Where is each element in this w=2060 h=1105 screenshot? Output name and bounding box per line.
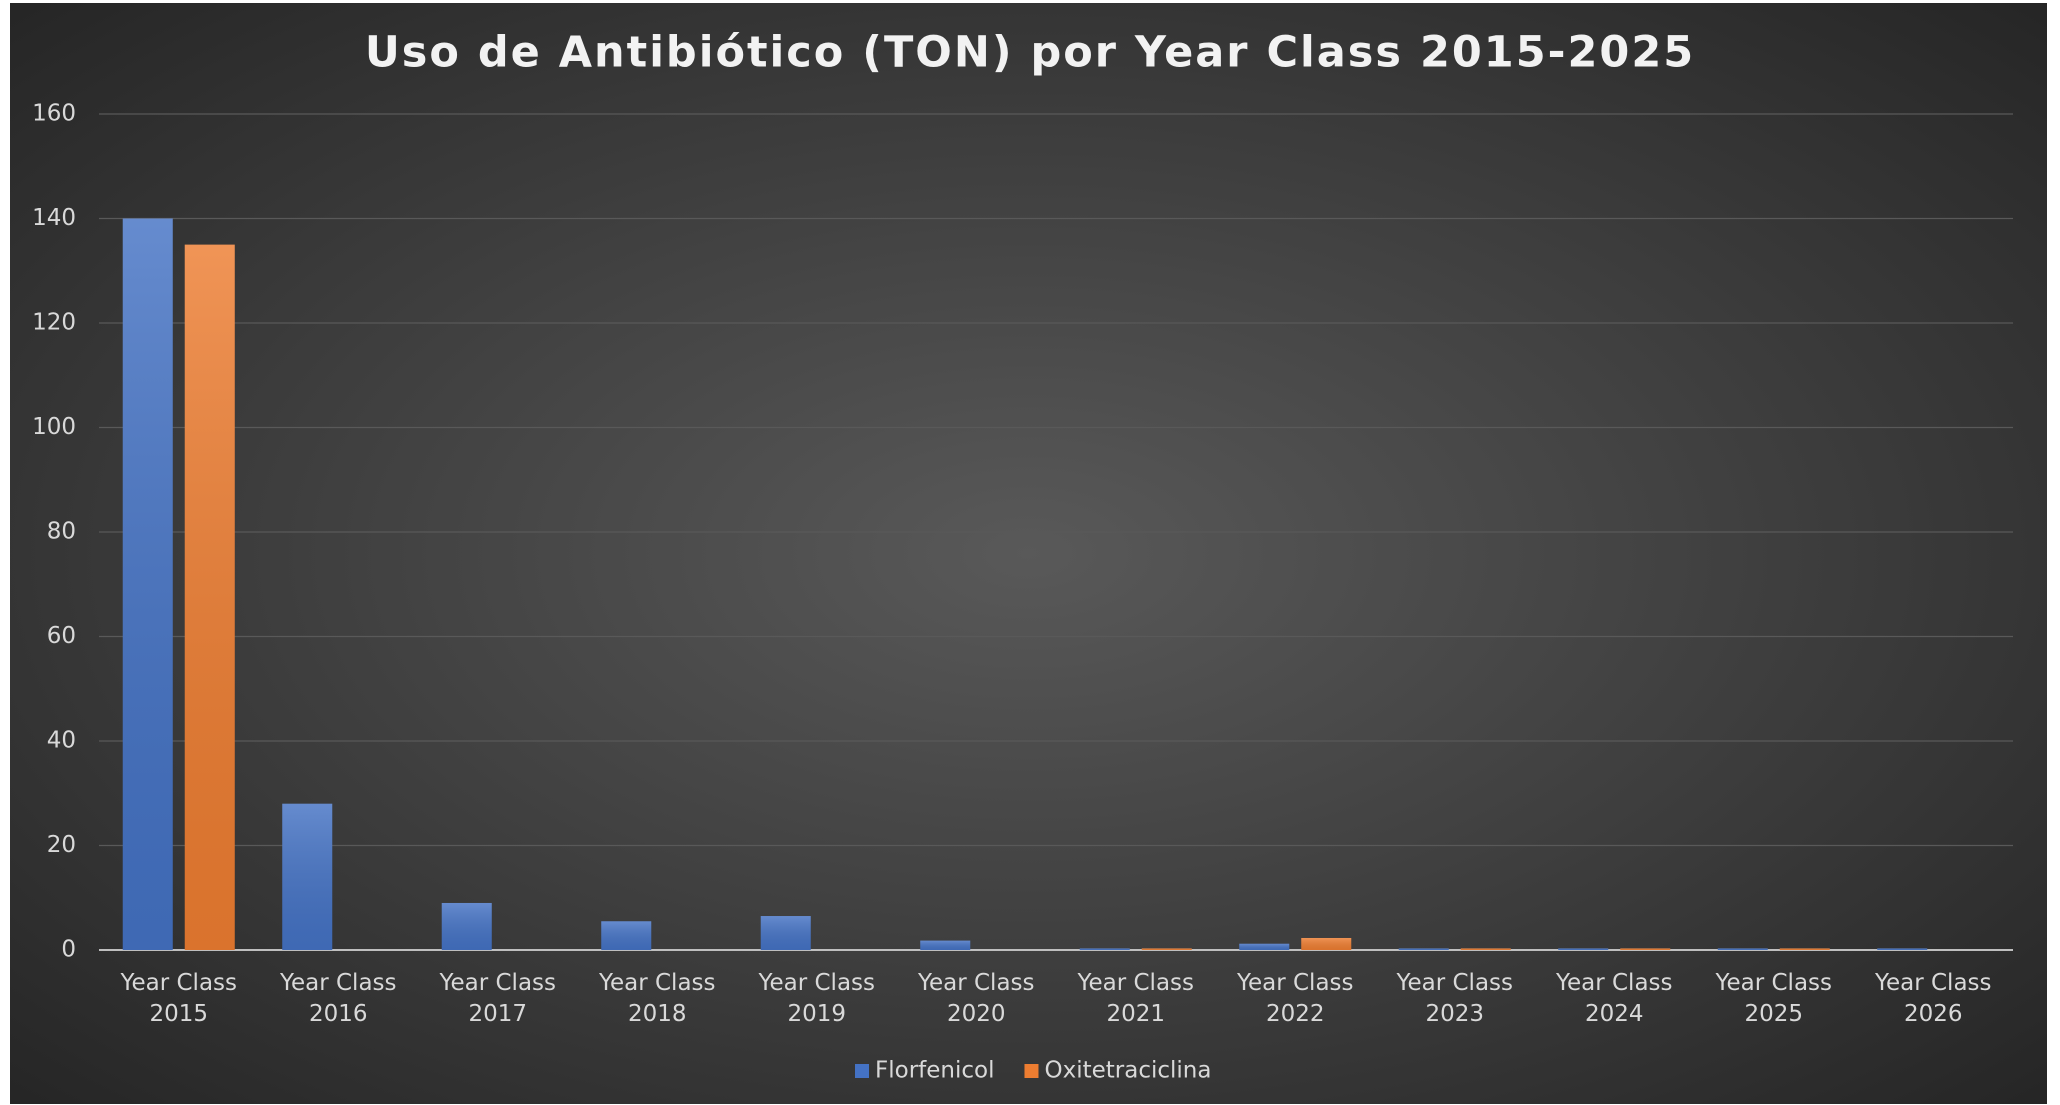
bar	[1717, 948, 1768, 950]
y-tick-label: 0	[61, 937, 76, 963]
y-tick-label: 100	[32, 414, 76, 440]
bar	[282, 803, 333, 950]
legend-label: Florfenicol	[875, 1058, 994, 1084]
bar	[1301, 937, 1352, 950]
x-tick-label: Year Class 2015	[119, 970, 237, 1027]
x-tick-label: Year Class 2024	[1555, 970, 1673, 1027]
bar	[601, 921, 652, 950]
x-tick-label: Year Class 2017	[438, 970, 556, 1027]
x-tick-label: Year Class 2023	[1395, 970, 1513, 1027]
chart-title: Uso de Antibiótico (TON) por Year Class …	[365, 28, 1695, 78]
bar	[184, 244, 235, 950]
bar	[441, 902, 492, 950]
bar	[1398, 948, 1449, 950]
y-tick-label: 140	[32, 205, 76, 231]
y-tick-label: 120	[32, 310, 76, 336]
bar	[1620, 948, 1671, 950]
x-tick-label: Year Class 2021	[1076, 970, 1194, 1027]
bar	[1141, 948, 1192, 950]
x-tick-label: Year Class 2018	[598, 970, 716, 1027]
x-tick-label: Year Class 2016	[279, 970, 397, 1027]
bar	[920, 940, 971, 950]
y-tick-label: 20	[47, 832, 76, 858]
bar	[1877, 948, 1928, 950]
x-tick-label: Year Class 2026	[1874, 970, 1992, 1027]
y-tick-label: 40	[47, 728, 76, 754]
bar	[1239, 943, 1290, 950]
x-tick-label: Year Class 2022	[1236, 970, 1354, 1027]
legend-label: Oxitetraciclina	[1044, 1058, 1211, 1084]
bar	[1079, 948, 1130, 950]
bar	[760, 916, 811, 950]
legend-swatch	[1024, 1064, 1039, 1078]
bar	[122, 218, 173, 950]
bar	[1460, 948, 1511, 950]
legend-swatch	[855, 1064, 869, 1078]
y-tick-label: 60	[47, 623, 76, 649]
x-tick-label: Year Class 2025	[1714, 970, 1832, 1027]
x-tick-label: Year Class 2019	[757, 970, 875, 1027]
bar	[1779, 948, 1830, 950]
y-tick-label: 160	[32, 101, 76, 127]
x-tick-label: Year Class 2020	[917, 970, 1035, 1027]
bar	[1558, 948, 1609, 950]
chart-background	[10, 3, 2047, 1104]
y-tick-label: 80	[47, 519, 76, 545]
